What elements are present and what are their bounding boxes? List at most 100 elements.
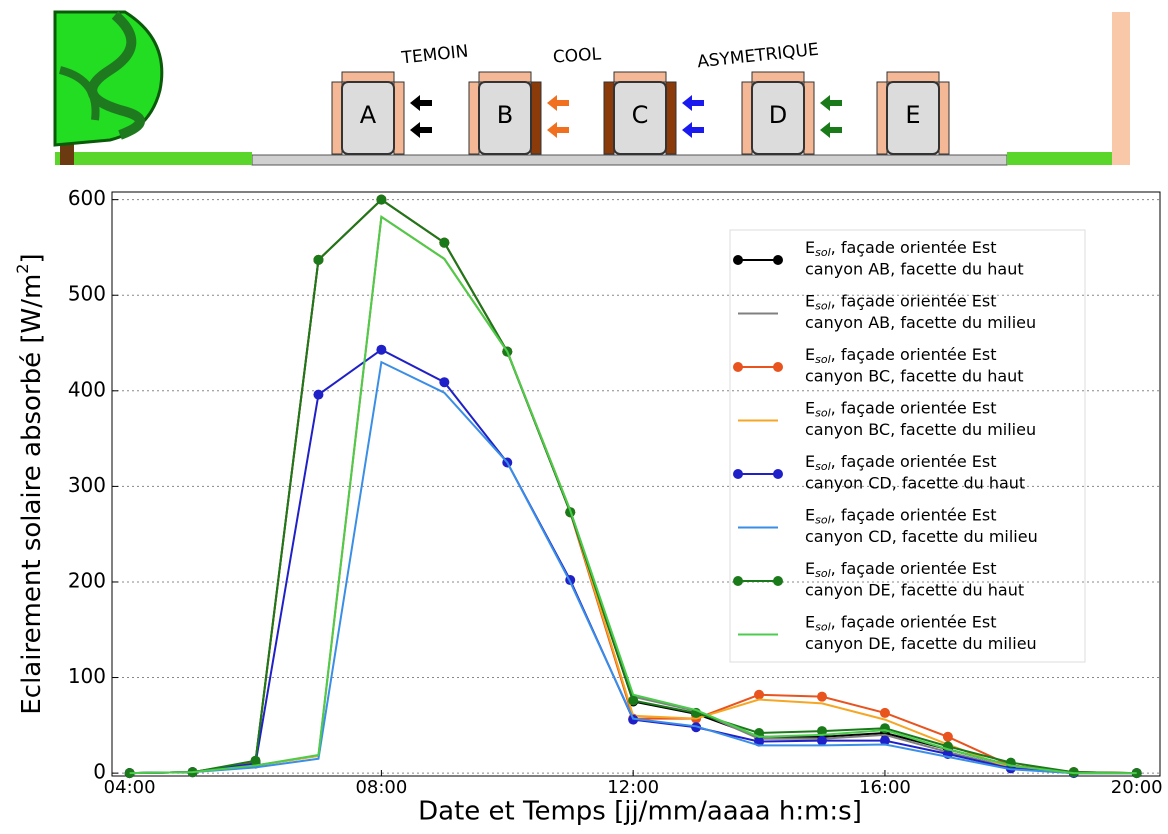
arrow	[682, 95, 704, 111]
arrow	[547, 95, 569, 111]
y-tick-label: 500	[68, 282, 106, 306]
legend-entry: Esol, façade orientée Est	[805, 612, 997, 634]
legend-subscript: sol	[815, 246, 831, 259]
legend-entry: Esol, façade orientée Est	[805, 452, 997, 474]
building-side	[530, 81, 542, 155]
legend-entry: Esol, façade orientée Est	[805, 559, 997, 581]
legend-prefix: E	[805, 398, 815, 417]
building-roof	[478, 71, 532, 83]
y-tick-label: 200	[68, 568, 106, 592]
legend-subscript: sol	[815, 567, 831, 580]
arrow	[547, 122, 569, 138]
legend-marker	[773, 362, 783, 372]
legend-marker	[733, 255, 743, 265]
building-roof	[341, 71, 395, 83]
grass	[55, 152, 252, 165]
building-side	[468, 81, 480, 155]
building-label: B	[497, 101, 513, 129]
series-line	[129, 360, 1137, 775]
legend-entry: Esol, façade orientée Est	[805, 398, 997, 420]
legend-prefix: , façade orientée Est	[831, 238, 997, 257]
building-side	[393, 81, 405, 155]
point	[879, 707, 890, 718]
arrow	[682, 122, 704, 138]
plot-frame	[111, 191, 1161, 777]
legend-box	[729, 229, 1086, 663]
legend-label: canyon BC, facette du haut	[805, 367, 1024, 386]
legend-label: canyon BC, facette du milieu	[805, 420, 1036, 439]
legend-label: canyon AB, facette du haut	[805, 260, 1024, 279]
legend-marker	[733, 469, 743, 479]
building-side	[665, 81, 677, 155]
legend-marker	[773, 576, 783, 586]
x-tick-label: 16:00	[859, 777, 911, 798]
legend-entry: Esol, façade orientée Est	[805, 345, 997, 367]
point	[439, 237, 450, 248]
legend-label: canyon DE, facette du haut	[805, 581, 1024, 600]
building-label: A	[360, 101, 377, 129]
point	[879, 735, 890, 746]
building-side	[876, 81, 888, 155]
building-body	[341, 81, 395, 155]
y-tick-label: 300	[68, 473, 106, 497]
point	[754, 689, 765, 700]
building-side	[603, 81, 615, 155]
legend-prefix: , façade orientée Est	[831, 452, 997, 471]
legend-entry: Esol, façade orientée Est	[805, 505, 997, 527]
point	[376, 344, 387, 355]
legend-subscript: sol	[815, 514, 831, 527]
point	[816, 735, 827, 746]
legend-prefix: , façade orientée Est	[831, 291, 997, 310]
legend-subscript: sol	[815, 353, 831, 366]
legend-prefix: , façade orientée Est	[831, 612, 997, 631]
arrow	[410, 95, 432, 111]
point	[376, 194, 387, 205]
point	[816, 726, 827, 737]
legend-prefix: E	[805, 238, 815, 257]
arrow	[820, 122, 842, 138]
building-side	[938, 81, 950, 155]
building-side	[803, 81, 815, 155]
series-line	[129, 215, 1137, 775]
legend-subscript: sol	[815, 460, 831, 473]
group-label: TEMOIN	[400, 42, 470, 69]
diagram: A B C D E	[331, 71, 950, 155]
legend-prefix: E	[805, 452, 815, 471]
ground	[251, 154, 1008, 166]
tree-swirl	[58, 66, 100, 121]
scene	[53, 10, 1130, 166]
legend-label: canyon AB, facette du milieu	[805, 313, 1036, 332]
legend-prefix: , façade orientée Est	[831, 345, 997, 364]
point	[942, 731, 953, 742]
building-side	[331, 81, 343, 155]
legend-prefix: , façade orientée Est	[831, 505, 997, 524]
point	[816, 691, 827, 702]
legend-prefix: E	[805, 345, 815, 364]
building-label: E	[905, 101, 920, 129]
arrow	[410, 122, 432, 138]
x-axis-label: Date et Temps [jj/mm/aaaa h:m:s]	[418, 797, 862, 827]
building-label: D	[769, 101, 787, 129]
point	[250, 755, 261, 766]
legend-subscript: sol	[815, 407, 831, 420]
point	[628, 695, 639, 706]
legend-entry: Esol, façade orientée Est	[805, 238, 997, 260]
x-tick-label: 12:00	[607, 777, 659, 798]
building-body	[478, 81, 532, 155]
legend-label: canyon DE, facette du milieu	[805, 634, 1037, 653]
legend-prefix: E	[805, 612, 815, 631]
y-tick-label: 0	[93, 760, 106, 784]
group-label: COOL	[552, 44, 602, 67]
legend-label: canyon CD, facette du milieu	[805, 527, 1038, 546]
building-roof	[613, 71, 667, 83]
y-tick-label: 100	[68, 664, 106, 688]
legend-marker	[733, 576, 743, 586]
building-body	[751, 81, 805, 155]
tree	[53, 10, 164, 147]
building-body	[886, 81, 940, 155]
building-side	[741, 81, 753, 155]
building-roof	[751, 71, 805, 83]
x-tick-label: 20:00	[1111, 777, 1163, 798]
building-body	[613, 81, 667, 155]
